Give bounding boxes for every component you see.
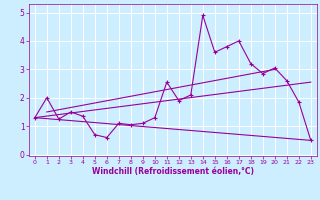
- X-axis label: Windchill (Refroidissement éolien,°C): Windchill (Refroidissement éolien,°C): [92, 167, 254, 176]
